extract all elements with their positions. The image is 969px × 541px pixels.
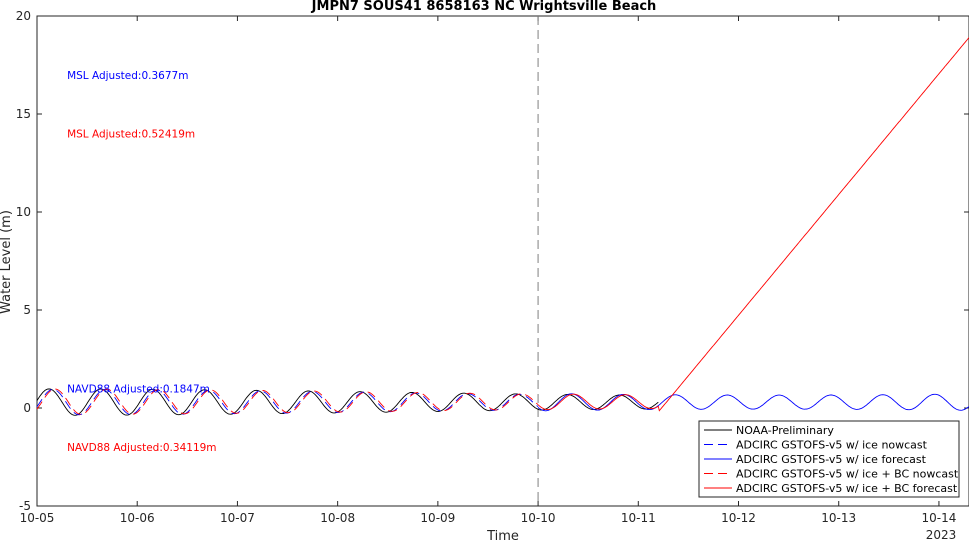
- legend-entry: ADCIRC GSTOFS-v5 w/ ice nowcast: [736, 439, 928, 452]
- x-tick-label: 10-08: [320, 511, 355, 525]
- x-axis-title: Time: [486, 529, 519, 541]
- legend-entry: ADCIRC GSTOFS-v5 w/ ice + BC forecast: [736, 482, 958, 495]
- x-tick-label: 10-06: [120, 511, 155, 525]
- y-tick-label: 15: [16, 107, 31, 121]
- x-tick-label: 10-14: [921, 511, 956, 525]
- annotation-label: MSL Adjusted:0.3677m: [67, 70, 188, 82]
- series-line: [537, 393, 969, 412]
- axes-box: [36, 15, 969, 507]
- series-line: [36, 388, 539, 415]
- y-axis-title: Water Level (m): [0, 210, 14, 314]
- y-tick-label: 5: [23, 303, 31, 317]
- y-tick-label: -5: [19, 499, 31, 513]
- legend-box: [698, 420, 960, 498]
- x-tick-label: 10-10: [521, 511, 556, 525]
- chart-title: JMPN7 SOUS41 8658163 NC Wrightsville Bea…: [311, 0, 657, 14]
- x-tick-label: 10-11: [621, 511, 656, 525]
- x-tick-label: 10-05: [20, 511, 55, 525]
- x-tick-label: 10-09: [420, 511, 455, 525]
- legend-entry: ADCIRC GSTOFS-v5 w/ ice forecast: [736, 453, 927, 466]
- series-line: [537, 37, 969, 412]
- y-tick-label: 0: [23, 401, 31, 415]
- x-tick-label: 10-12: [721, 511, 756, 525]
- legend-entry: ADCIRC GSTOFS-v5 w/ ice + BC nowcast: [736, 468, 959, 481]
- annotation-label: NAVD88 Adjusted:0.1847m: [67, 383, 210, 395]
- x-year-label: 2023: [926, 528, 957, 541]
- x-tick-label: 10-13: [821, 511, 856, 525]
- plot-area: -5 0 5 10 15 20 10-05 10-06 10-07 10-08 10-09 10-10…: [16, 9, 969, 525]
- x-tick-label: 10-07: [220, 511, 255, 525]
- y-tick-label: 20: [16, 9, 31, 23]
- annotation-label: NAVD88 Adjusted:0.34119m: [67, 442, 216, 454]
- series-line: [36, 388, 659, 416]
- y-tick-label: 10: [16, 205, 31, 219]
- annotation-label: MSL Adjusted:0.52419m: [67, 129, 195, 141]
- legend-entry: NOAA-Preliminary: [736, 424, 834, 437]
